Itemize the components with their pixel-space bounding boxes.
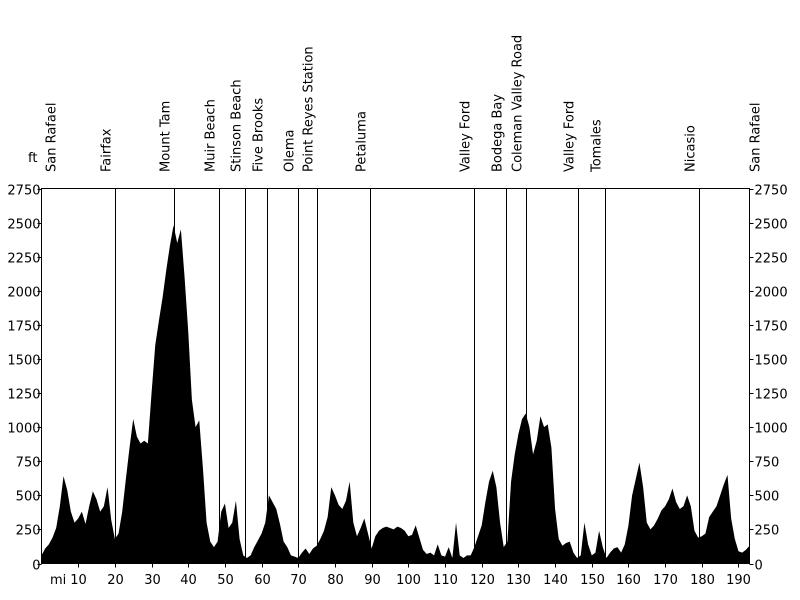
- y-tick-label: 2500: [7, 218, 40, 233]
- y-tick-label-right: 1250: [755, 388, 788, 403]
- waypoint-label: Nicasio: [684, 125, 699, 172]
- x-tick-label: 20: [107, 573, 124, 588]
- waypoint-label: Stinson Beach: [230, 79, 245, 172]
- x-tick-label: 70: [290, 573, 307, 588]
- x-unit-label: mi: [50, 573, 66, 588]
- waypoint-label: Muir Beach: [204, 99, 219, 172]
- waypoint-label: Valley Ford: [563, 101, 578, 172]
- waypoint-label: Mount Tam: [159, 101, 174, 172]
- x-tick-label: 80: [327, 573, 344, 588]
- x-tick-label: 190: [726, 573, 751, 588]
- y-tick-label: 1250: [7, 388, 40, 403]
- elevation-area: [41, 225, 750, 564]
- x-tick-label: 140: [543, 573, 568, 588]
- y-tick-label-right: 1750: [755, 320, 788, 335]
- x-tick-label: 40: [180, 573, 197, 588]
- waypoint-guides: [115, 188, 700, 563]
- waypoint-label: Bodega Bay: [491, 94, 506, 172]
- y-tick-label-right: 1000: [755, 422, 788, 437]
- x-tick-label: 170: [653, 573, 678, 588]
- waypoint-label: Fairfax: [100, 128, 115, 172]
- waypoint-label: Olema: [283, 130, 298, 172]
- x-tick-label: 150: [580, 573, 605, 588]
- x-tick-label: 90: [364, 573, 381, 588]
- y-tick-label-right: 2250: [755, 252, 788, 267]
- y-tick-label: 2250: [7, 252, 40, 267]
- x-tick-label: 50: [217, 573, 234, 588]
- axes: ft mi 0 0 250 250 500 500 750 750 1000 1000 1250 12…: [7, 151, 787, 588]
- y-tick-label-right: 1500: [755, 354, 788, 369]
- x-tick-label: 110: [433, 573, 458, 588]
- waypoint-labels: San Rafael Fairfax Mount Tam Muir Beach Stin…: [45, 35, 764, 173]
- y-tick-label-right: 2750: [755, 184, 788, 199]
- x-tick-label: 160: [616, 573, 641, 588]
- waypoint-label: Petaluma: [355, 111, 370, 172]
- waypoint-label: San Rafael: [45, 103, 60, 172]
- waypoint-label: Point Reyes Station: [302, 46, 317, 172]
- y-tick-label: 1500: [7, 354, 40, 369]
- waypoint-label: San Rafael: [749, 103, 764, 172]
- y-tick-label: 500: [16, 490, 41, 505]
- waypoint-label: Five Brooks: [252, 98, 267, 172]
- x-tick-label: 120: [470, 573, 495, 588]
- profile-layer: [41, 225, 750, 564]
- x-tick-label: 10: [70, 573, 87, 588]
- y-tick-label: 2750: [7, 184, 40, 199]
- y-tick-label: 1750: [7, 320, 40, 335]
- y-tick-label-right: 500: [755, 490, 780, 505]
- waypoint-label: Valley Ford: [459, 101, 474, 172]
- y-tick-label: 750: [16, 456, 41, 471]
- y-tick-label: 1000: [7, 422, 40, 437]
- y-tick-label: 250: [16, 524, 41, 539]
- y-tick-label: 0: [32, 559, 40, 574]
- y-tick-label-right: 0: [755, 559, 763, 574]
- waypoint-label: Tomales: [590, 119, 605, 173]
- y-tick-label-right: 2500: [755, 218, 788, 233]
- y-tick-label: 2000: [7, 286, 40, 301]
- x-tick-label: 180: [690, 573, 715, 588]
- y-tick-label-right: 750: [755, 456, 780, 471]
- x-tick-label: 30: [144, 573, 161, 588]
- y-tick-label-right: 2000: [755, 286, 788, 301]
- x-tick-label: 60: [254, 573, 271, 588]
- y-unit-label: ft: [28, 151, 37, 166]
- waypoint-label: Coleman Valley Road: [511, 35, 526, 172]
- x-tick-label: 130: [506, 573, 531, 588]
- y-tick-label-right: 250: [755, 524, 780, 539]
- x-tick-label: 100: [396, 573, 421, 588]
- plot-frame: [41, 188, 750, 564]
